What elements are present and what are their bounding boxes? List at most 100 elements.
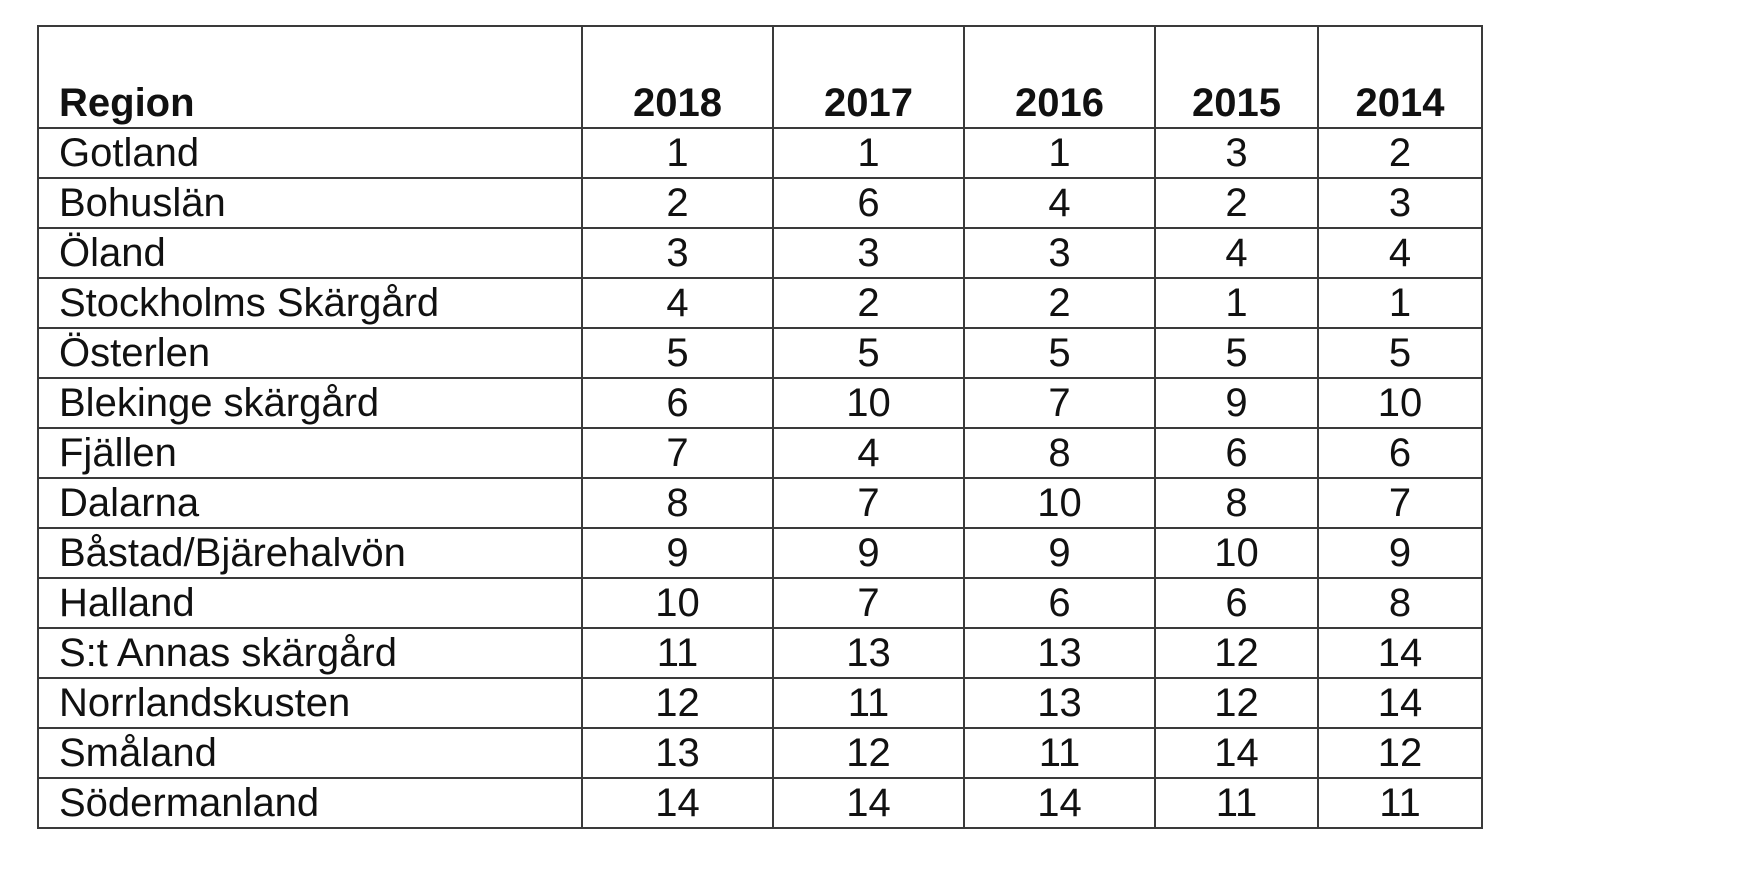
rank-cell: 2 xyxy=(1154,177,1319,229)
table-row: Halland 10 7 6 6 8 xyxy=(37,577,1483,629)
rank-cell: 13 xyxy=(581,727,774,779)
rank-cell: 4 xyxy=(1154,227,1319,279)
table-row: Österlen 5 5 5 5 5 xyxy=(37,327,1483,379)
table-row: Småland 13 12 11 14 12 xyxy=(37,727,1483,779)
region-cell: Norrlandskusten xyxy=(37,677,583,729)
rank-cell: 10 xyxy=(1317,377,1483,429)
region-cell: Blekinge skärgård xyxy=(37,377,583,429)
region-cell: Fjällen xyxy=(37,427,583,479)
rank-cell: 7 xyxy=(1317,477,1483,529)
rank-cell: 9 xyxy=(581,527,774,579)
region-cell: Dalarna xyxy=(37,477,583,529)
rank-cell: 8 xyxy=(1154,477,1319,529)
rank-cell: 12 xyxy=(1317,727,1483,779)
table-row: Öland 3 3 3 4 4 xyxy=(37,227,1483,279)
region-cell: Södermanland xyxy=(37,777,583,829)
rank-cell: 5 xyxy=(581,327,774,379)
rank-cell: 3 xyxy=(1317,177,1483,229)
rank-cell: 6 xyxy=(1317,427,1483,479)
header-year-2015: 2015 xyxy=(1154,25,1319,129)
header-row: Region 2018 2017 2016 2015 2014 xyxy=(37,25,1483,129)
rank-cell: 14 xyxy=(1317,627,1483,679)
rank-cell: 14 xyxy=(772,777,965,829)
rank-cell: 2 xyxy=(963,277,1156,329)
rank-cell: 12 xyxy=(581,677,774,729)
rank-cell: 4 xyxy=(1317,227,1483,279)
table-row: S:t Annas skärgård 11 13 13 12 14 xyxy=(37,627,1483,679)
table-row: Bohuslän 2 6 4 2 3 xyxy=(37,177,1483,229)
table-row: Gotland 1 1 1 3 2 xyxy=(37,127,1483,179)
rank-cell: 10 xyxy=(963,477,1156,529)
rank-cell: 12 xyxy=(1154,677,1319,729)
region-cell: Gotland xyxy=(37,127,583,179)
rank-cell: 9 xyxy=(772,527,965,579)
table-body: Gotland 1 1 1 3 2 Bohuslän 2 6 4 2 3 Öland 3 3 3 4 4 Stock… xyxy=(37,127,1483,829)
rank-cell: 14 xyxy=(1154,727,1319,779)
region-cell: Båstad/Bjärehalvön xyxy=(37,527,583,579)
rank-cell: 14 xyxy=(581,777,774,829)
header-year-2014: 2014 xyxy=(1317,25,1483,129)
rank-cell: 5 xyxy=(963,327,1156,379)
header-year-2016: 2016 xyxy=(963,25,1156,129)
rank-cell: 14 xyxy=(963,777,1156,829)
region-cell: Småland xyxy=(37,727,583,779)
rank-cell: 11 xyxy=(1317,777,1483,829)
rank-cell: 7 xyxy=(963,377,1156,429)
rank-cell: 9 xyxy=(963,527,1156,579)
table-header: Region 2018 2017 2016 2015 2014 xyxy=(37,25,1483,129)
rank-cell: 7 xyxy=(772,477,965,529)
rank-cell: 6 xyxy=(963,577,1156,629)
region-cell: S:t Annas skärgård xyxy=(37,627,583,679)
rank-cell: 13 xyxy=(963,627,1156,679)
rank-cell: 2 xyxy=(581,177,774,229)
rank-cell: 13 xyxy=(963,677,1156,729)
rank-cell: 11 xyxy=(772,677,965,729)
header-region: Region xyxy=(37,25,583,129)
rank-cell: 1 xyxy=(772,127,965,179)
region-cell: Österlen xyxy=(37,327,583,379)
rank-cell: 3 xyxy=(1154,127,1319,179)
rank-cell: 10 xyxy=(1154,527,1319,579)
rank-cell: 6 xyxy=(1154,427,1319,479)
rank-cell: 11 xyxy=(581,627,774,679)
table-row: Norrlandskusten 12 11 13 12 14 xyxy=(37,677,1483,729)
rank-cell: 11 xyxy=(963,727,1156,779)
rank-cell: 14 xyxy=(1317,677,1483,729)
ranking-table: Region 2018 2017 2016 2015 2014 Gotland 1… xyxy=(37,25,1483,829)
table-row: Dalarna 8 7 10 8 7 xyxy=(37,477,1483,529)
header-year-2017: 2017 xyxy=(772,25,965,129)
rank-cell: 3 xyxy=(772,227,965,279)
table-row: Södermanland 14 14 14 11 11 xyxy=(37,777,1483,829)
region-cell: Bohuslän xyxy=(37,177,583,229)
rank-cell: 8 xyxy=(1317,577,1483,629)
table-row: Fjällen 7 4 8 6 6 xyxy=(37,427,1483,479)
rank-cell: 1 xyxy=(581,127,774,179)
rank-cell: 10 xyxy=(772,377,965,429)
region-cell: Halland xyxy=(37,577,583,629)
rank-cell: 4 xyxy=(581,277,774,329)
rank-cell: 7 xyxy=(772,577,965,629)
rank-cell: 8 xyxy=(963,427,1156,479)
rank-cell: 1 xyxy=(963,127,1156,179)
table-row: Blekinge skärgård 6 10 7 9 10 xyxy=(37,377,1483,429)
table-row: Båstad/Bjärehalvön 9 9 9 10 9 xyxy=(37,527,1483,579)
rank-cell: 1 xyxy=(1317,277,1483,329)
table-row: Stockholms Skärgård 4 2 2 1 1 xyxy=(37,277,1483,329)
rank-cell: 3 xyxy=(581,227,774,279)
rank-cell: 5 xyxy=(772,327,965,379)
rank-cell: 9 xyxy=(1317,527,1483,579)
region-cell: Öland xyxy=(37,227,583,279)
rank-cell: 12 xyxy=(1154,627,1319,679)
rank-cell: 1 xyxy=(1154,277,1319,329)
rank-cell: 4 xyxy=(963,177,1156,229)
rank-cell: 6 xyxy=(581,377,774,429)
rank-cell: 11 xyxy=(1154,777,1319,829)
rank-cell: 13 xyxy=(772,627,965,679)
rank-cell: 5 xyxy=(1317,327,1483,379)
rank-cell: 12 xyxy=(772,727,965,779)
rank-cell: 3 xyxy=(963,227,1156,279)
region-cell: Stockholms Skärgård xyxy=(37,277,583,329)
rank-cell: 8 xyxy=(581,477,774,529)
rank-cell: 7 xyxy=(581,427,774,479)
rank-cell: 9 xyxy=(1154,377,1319,429)
